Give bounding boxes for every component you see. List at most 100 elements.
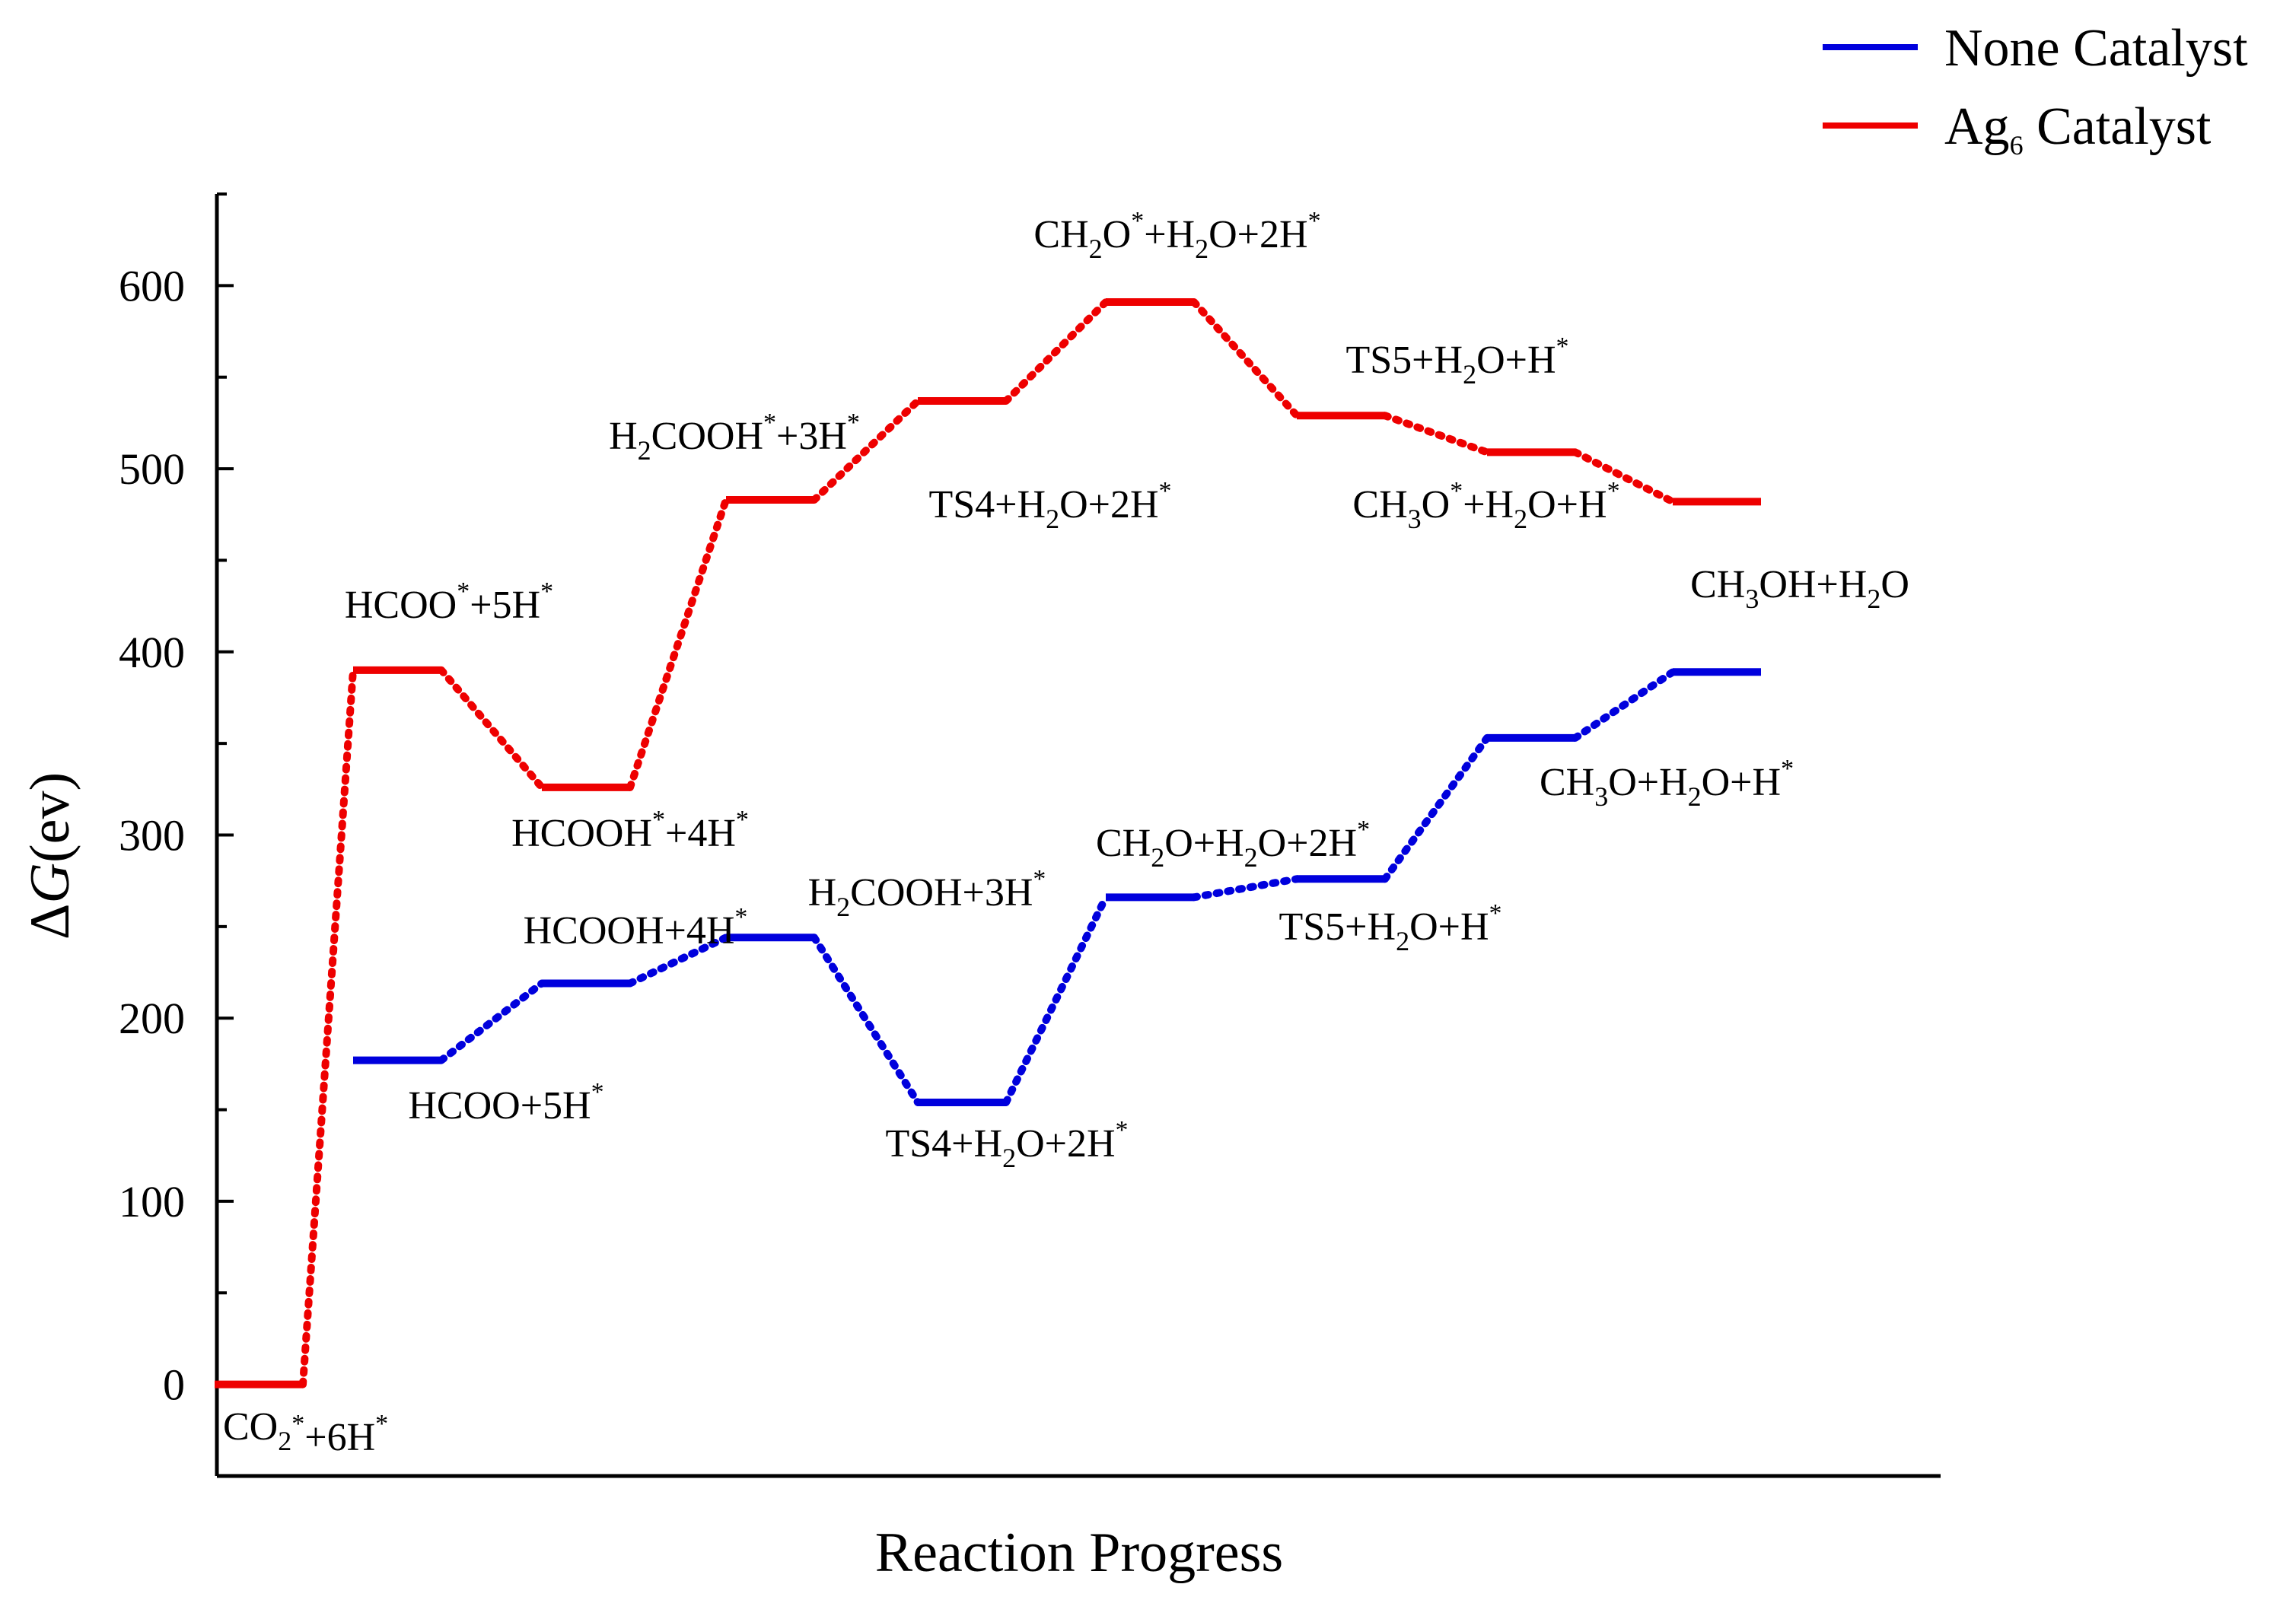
state-label: CH2O+H2O+2H*: [1096, 816, 1370, 873]
transition-connector: [1002, 298, 1110, 406]
state-label: HCOOH*+4H*: [511, 806, 749, 855]
y-axis-title-variable: G: [19, 863, 81, 903]
transition-connector: [626, 934, 730, 988]
state-label-part: *: [1131, 207, 1144, 235]
transition-connector: [1381, 412, 1491, 456]
state-label-part: +5H: [470, 584, 540, 627]
state-label-part: 2: [1867, 584, 1880, 614]
state-label-part: 3: [1594, 781, 1608, 812]
state-label-part: CH: [1033, 213, 1088, 256]
state-label-part: *: [652, 806, 665, 834]
legend-label-part: 6: [2010, 130, 2024, 161]
state-label-part: 2: [1396, 926, 1409, 956]
state-label: CO2*+6H*: [223, 1405, 388, 1459]
state-label: TS5+H2O+H*: [1279, 899, 1502, 956]
x-axis-title: Reaction Progress: [875, 1522, 1283, 1584]
state-label-part: 2: [278, 1426, 291, 1456]
state-label-part: *: [1033, 865, 1046, 893]
state-label-part: +4H: [665, 812, 736, 855]
state-label-part: TS5+H: [1279, 905, 1396, 949]
state-label-part: COOH+3H: [850, 871, 1033, 915]
y-tick-label: 400: [119, 628, 185, 677]
transition-connector: [1002, 893, 1110, 1106]
energy-traces: [215, 298, 1761, 1388]
state-label-part: O+H: [1164, 822, 1244, 865]
state-label-part: HCOOH: [511, 812, 652, 855]
state-label-part: O+H: [1527, 483, 1607, 526]
state-label-part: O: [1422, 483, 1451, 526]
state-label: H2COOH*+3H*: [609, 409, 860, 466]
state-label-part: TS5+H: [1346, 339, 1463, 382]
state-label-part: 2: [836, 892, 850, 922]
series-none-catalyst: [353, 668, 1761, 1106]
state-label-part: O+H: [1608, 761, 1687, 804]
state-label-part: 2: [638, 435, 651, 466]
y-axis-title: ΔG(ev): [19, 772, 81, 940]
state-label: TS4+H2O+2H*: [929, 477, 1172, 534]
state-label-part: *: [457, 577, 470, 606]
transition-connector: [1381, 733, 1491, 883]
transition-connector: [810, 397, 922, 504]
state-label-part: 2: [1463, 359, 1476, 390]
state-label-part: CH: [1690, 563, 1745, 606]
transition-connector: [1572, 448, 1677, 506]
state-label-part: OH+H: [1759, 563, 1867, 606]
state-label-part: *: [1607, 477, 1620, 505]
state-label-part: +6H: [304, 1416, 375, 1459]
state-label: HCOOH+4H*: [524, 903, 748, 953]
legend-label-part: Catalyst: [2024, 97, 2212, 156]
transition-connector: [1572, 668, 1677, 742]
state-label: CH3O*+H2O+H*: [1352, 477, 1619, 534]
state-label-part: O+2H: [1258, 822, 1357, 865]
state-label-part: *: [1450, 477, 1463, 505]
state-label-part: TS4+H: [886, 1122, 1003, 1166]
y-tick-label: 200: [119, 994, 185, 1043]
y-tick-label: 100: [119, 1177, 185, 1226]
transition-connector: [438, 666, 546, 791]
state-label: HCOO*+5H*: [345, 577, 553, 627]
transition-connector: [810, 934, 922, 1106]
transition-connector: [1190, 298, 1301, 420]
state-label: CH3OH+H2O: [1690, 563, 1909, 614]
state-label-part: *: [1556, 332, 1569, 361]
legend: None Catalyst Ag6 Catalyst: [1823, 19, 2248, 161]
state-label-part: HCOO: [345, 584, 457, 627]
state-label-part: O+H: [1702, 761, 1781, 804]
state-label-part: *: [1781, 755, 1794, 783]
state-label-part: *: [591, 1078, 604, 1106]
legend-label-part: Ag: [1944, 97, 2010, 156]
state-label: CH2O*+H2O+2H*: [1033, 207, 1320, 264]
state-label-part: +3H: [776, 415, 847, 458]
state-label-part: *: [763, 409, 776, 437]
y-axis-title-delta: Δ: [19, 904, 81, 940]
state-label-part: TS4+H: [929, 483, 1046, 526]
state-label-part: 2: [1002, 1143, 1016, 1173]
state-label-part: 2: [1514, 504, 1527, 534]
state-label-part: *: [1308, 207, 1321, 235]
state-label-part: *: [847, 409, 860, 437]
state-label-part: *: [736, 806, 749, 834]
transition-connector: [626, 495, 730, 791]
state-label-part: CH: [1096, 822, 1151, 865]
state-label-part: O+2H: [1059, 483, 1158, 526]
state-labels: CO2*+6H*HCOO*+5H*HCOOH*+4H*H2COOH*+3H*TS…: [223, 207, 1909, 1459]
state-label-part: 2: [1046, 504, 1059, 534]
state-label-part: +H: [1463, 483, 1514, 526]
y-axis-title-unit: (ev): [19, 772, 81, 863]
state-label: TS4+H2O+2H*: [886, 1116, 1129, 1173]
legend-label-part: None Catalyst: [1944, 19, 2248, 78]
state-label-part: COOH: [651, 415, 763, 458]
y-tick-label: 600: [119, 261, 185, 310]
axes: [215, 194, 1941, 1478]
transition-connector: [1190, 875, 1301, 902]
state-label-part: CH: [1540, 761, 1594, 804]
state-label-part: 2: [1151, 842, 1164, 873]
transition-connector: [438, 979, 546, 1064]
state-label: TS5+H2O+H*: [1346, 332, 1569, 390]
state-label-part: O+H: [1409, 905, 1489, 949]
state-label-part: 2: [1089, 234, 1103, 264]
state-label-part: O+2H: [1209, 213, 1307, 256]
state-label-part: 2: [1195, 234, 1209, 264]
state-label-part: HCOOH+4H: [524, 909, 735, 953]
y-ticks: 0 100 200 300 400 500 600: [119, 192, 234, 1478]
